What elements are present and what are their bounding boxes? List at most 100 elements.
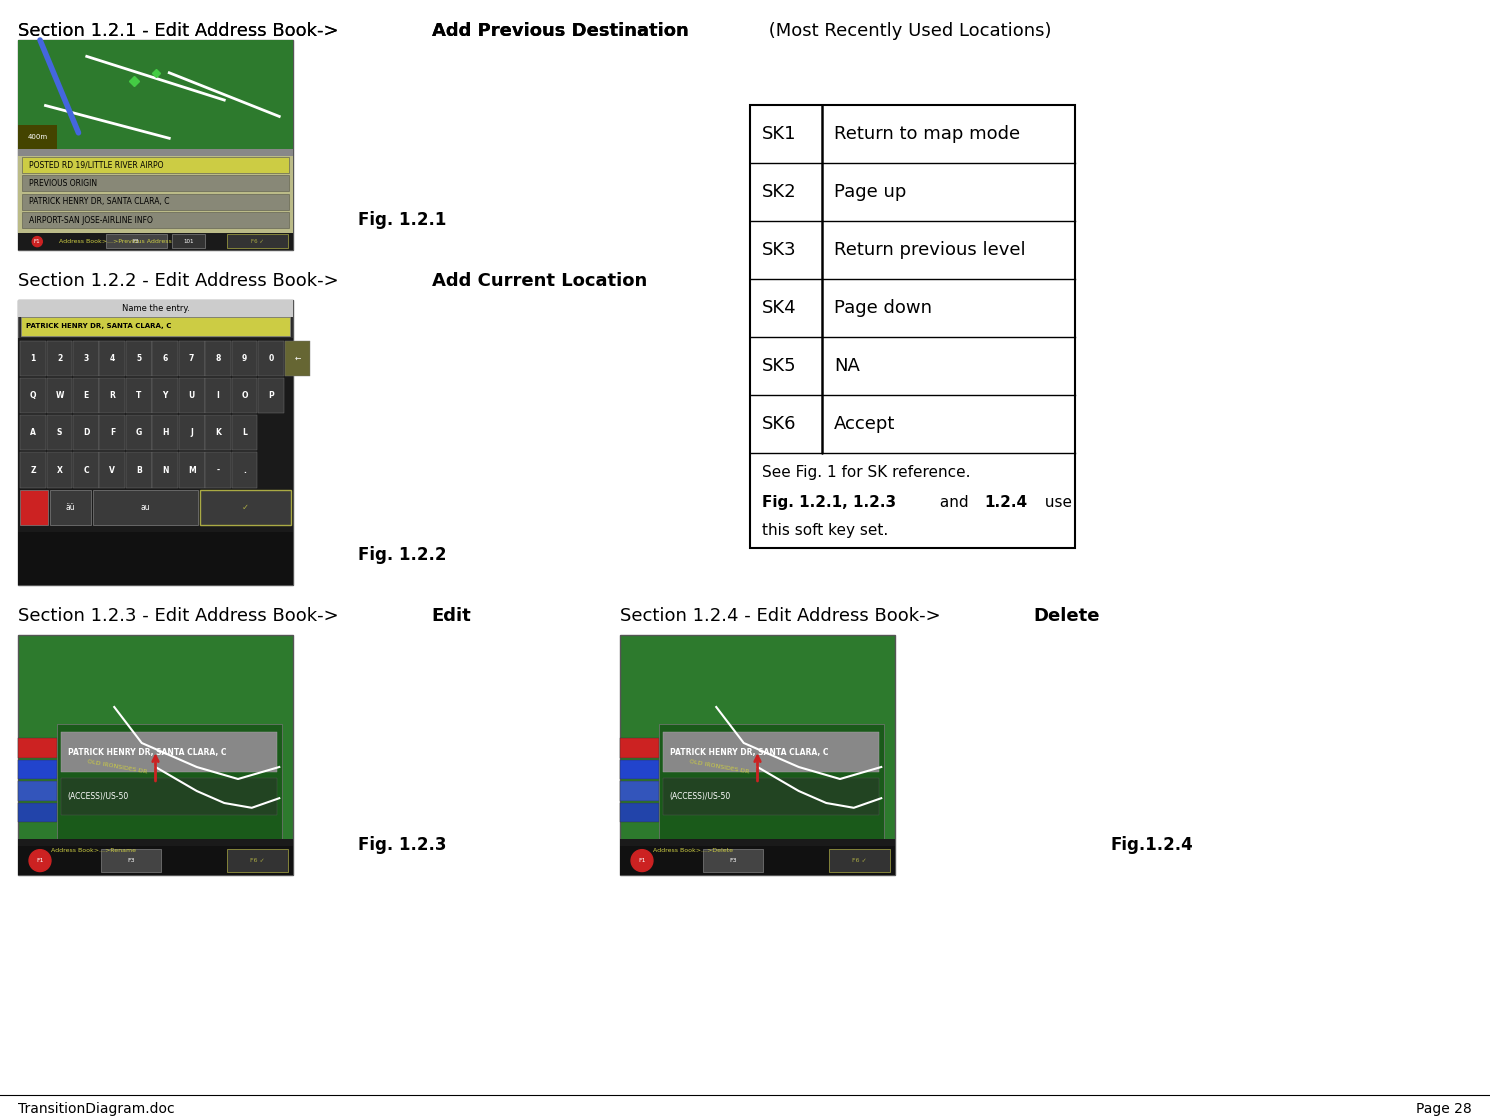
FancyBboxPatch shape [231,340,258,376]
Circle shape [24,498,43,517]
FancyBboxPatch shape [22,194,289,210]
Text: G: G [136,429,142,438]
Circle shape [632,849,653,872]
Text: E: E [83,391,88,399]
FancyBboxPatch shape [18,739,57,758]
Text: -: - [216,466,219,474]
Text: äü: äü [66,502,76,511]
FancyBboxPatch shape [152,378,179,413]
Text: F6 ✓: F6 ✓ [250,239,264,244]
FancyBboxPatch shape [663,732,879,772]
Text: OLD IRONSIDES DR: OLD IRONSIDES DR [688,760,749,774]
Text: use: use [1040,495,1073,510]
FancyBboxPatch shape [46,340,73,376]
Text: Fig. 1.2.1: Fig. 1.2.1 [358,211,447,229]
Text: PREVIOUS ORIGIN: PREVIOUS ORIGIN [28,179,97,188]
Text: 8: 8 [216,354,221,363]
FancyBboxPatch shape [200,490,291,525]
Text: F6 ✓: F6 ✓ [852,858,867,863]
FancyBboxPatch shape [18,156,294,233]
Text: this soft key set.: this soft key set. [761,523,888,538]
Text: U: U [189,391,195,399]
FancyBboxPatch shape [620,781,659,801]
FancyBboxPatch shape [18,233,294,250]
FancyBboxPatch shape [285,340,310,376]
FancyBboxPatch shape [18,803,57,822]
FancyBboxPatch shape [620,846,895,875]
FancyBboxPatch shape [73,415,98,450]
FancyBboxPatch shape [73,378,98,413]
Text: Page 28: Page 28 [1417,1102,1472,1116]
FancyBboxPatch shape [206,340,231,376]
Circle shape [30,849,51,872]
Text: Section 1.2.1 - Edit Address Book->: Section 1.2.1 - Edit Address Book-> [18,22,338,40]
FancyBboxPatch shape [21,490,48,525]
FancyBboxPatch shape [226,234,288,248]
Text: F1: F1 [34,239,40,244]
Text: Fig. 1.2.3: Fig. 1.2.3 [358,836,447,854]
FancyBboxPatch shape [21,317,291,336]
FancyBboxPatch shape [171,234,206,248]
Text: Add Current Location: Add Current Location [432,272,647,290]
FancyBboxPatch shape [49,490,91,525]
Text: X: X [57,466,63,474]
FancyBboxPatch shape [21,452,46,488]
FancyBboxPatch shape [22,157,289,172]
Text: Delete: Delete [1034,606,1100,626]
FancyBboxPatch shape [828,849,890,872]
Circle shape [33,236,42,246]
FancyBboxPatch shape [620,739,659,758]
Text: Section 1.2.3 - Edit Address Book->: Section 1.2.3 - Edit Address Book-> [18,606,338,626]
Text: See Fig. 1 for SK reference.: See Fig. 1 for SK reference. [761,466,970,480]
FancyBboxPatch shape [100,340,125,376]
Text: TransitionDiagram.doc: TransitionDiagram.doc [18,1102,174,1116]
FancyBboxPatch shape [100,452,125,488]
Text: 6: 6 [162,354,168,363]
FancyBboxPatch shape [18,300,294,317]
Text: T: T [136,391,142,399]
FancyBboxPatch shape [21,340,46,376]
Text: SK4: SK4 [761,299,797,317]
FancyBboxPatch shape [258,378,285,413]
FancyBboxPatch shape [127,415,152,450]
Text: ←: ← [294,354,301,363]
FancyBboxPatch shape [702,849,763,872]
Text: .: . [243,466,246,474]
FancyBboxPatch shape [22,211,289,228]
Text: M: M [188,466,195,474]
Text: NA: NA [834,357,860,375]
Text: Q: Q [30,391,36,399]
Text: D: D [83,429,89,438]
FancyBboxPatch shape [18,781,57,801]
FancyBboxPatch shape [18,125,57,149]
FancyBboxPatch shape [231,452,258,488]
FancyBboxPatch shape [231,415,258,450]
FancyBboxPatch shape [152,452,179,488]
FancyBboxPatch shape [100,378,125,413]
Text: F1: F1 [36,858,43,863]
FancyBboxPatch shape [21,415,46,450]
FancyBboxPatch shape [620,760,659,779]
Text: PATRICK HENRY DR, SANTA CLARA, C: PATRICK HENRY DR, SANTA CLARA, C [28,197,170,206]
FancyBboxPatch shape [46,452,73,488]
Text: (ACCESS)/US-50: (ACCESS)/US-50 [670,792,732,801]
FancyBboxPatch shape [18,300,294,585]
FancyBboxPatch shape [106,234,167,248]
Text: Return to map mode: Return to map mode [834,125,1021,143]
FancyBboxPatch shape [18,846,294,875]
Text: SK6: SK6 [761,415,797,433]
Text: (Most Recently Used Locations): (Most Recently Used Locations) [763,22,1052,40]
Text: Section 1.2.2 - Edit Address Book->: Section 1.2.2 - Edit Address Book-> [18,272,338,290]
Text: PATRICK HENRY DR, SANTA CLARA, C: PATRICK HENRY DR, SANTA CLARA, C [670,747,828,756]
Text: Z: Z [30,466,36,474]
FancyBboxPatch shape [73,340,98,376]
Text: C: C [83,466,89,474]
FancyBboxPatch shape [73,452,98,488]
Text: Name the entry.: Name the entry. [122,304,189,313]
FancyBboxPatch shape [18,338,294,533]
Text: SK1: SK1 [761,125,797,143]
FancyBboxPatch shape [18,839,294,863]
Text: Return previous level: Return previous level [834,241,1025,258]
Text: F6 ✓: F6 ✓ [250,858,265,863]
Text: 9: 9 [241,354,247,363]
